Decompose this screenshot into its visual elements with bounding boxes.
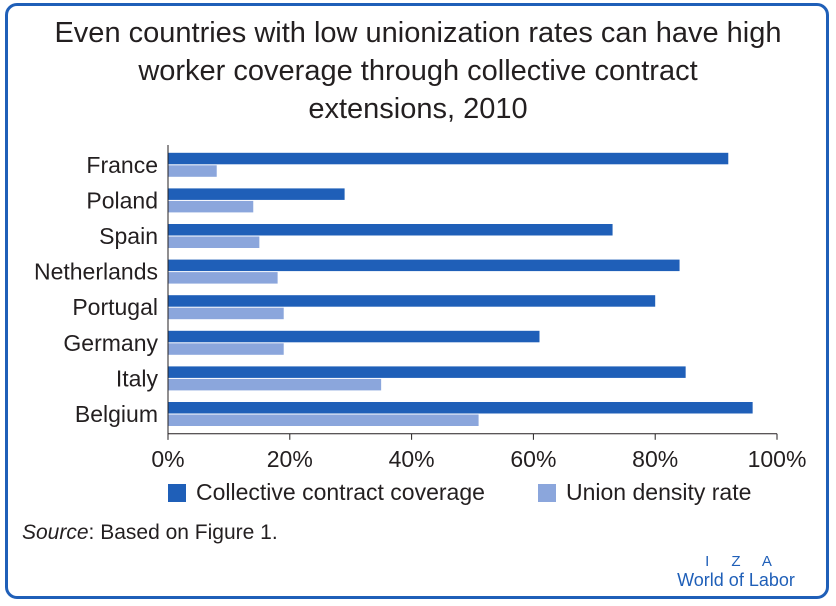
category-label-netherlands: Netherlands <box>34 259 158 285</box>
bar-density-poland <box>168 200 254 213</box>
iza-logo: I Z A World of Labor <box>666 553 806 591</box>
source-label: Source <box>22 521 89 544</box>
bar-coverage-belgium <box>168 402 753 414</box>
x-tick-label: 60% <box>510 446 556 472</box>
bar-density-portugal <box>168 307 284 320</box>
category-label-france: France <box>86 152 158 178</box>
chart-title: Even countries with low unionization rat… <box>0 14 836 128</box>
legend-label-coverage: Collective contract coverage <box>196 479 485 505</box>
bar-coverage-france <box>168 152 729 165</box>
source-text: : Based on Figure 1. <box>88 521 278 544</box>
legend-item-density: Union density rate <box>538 479 751 506</box>
bar-density-italy <box>168 378 382 391</box>
bar-density-spain <box>168 236 260 248</box>
bar-coverage-spain <box>168 224 613 236</box>
x-tick-label: 20% <box>267 446 313 472</box>
bar-density-netherlands <box>168 272 278 284</box>
legend-swatch-coverage <box>168 484 186 502</box>
legend-label-density: Union density rate <box>566 479 752 505</box>
source-note: Source: Based on Figure 1. <box>22 521 278 545</box>
bar-coverage-germany <box>168 330 540 343</box>
bar-density-germany <box>168 343 284 355</box>
category-label-belgium: Belgium <box>75 401 158 427</box>
bar-coverage-poland <box>168 188 345 200</box>
category-label-germany: Germany <box>63 330 158 356</box>
bar-coverage-portugal <box>168 295 656 307</box>
title-line-3: extensions, 2010 <box>308 93 528 125</box>
category-label-poland: Poland <box>86 187 158 213</box>
title-line-2: worker coverage through collective contr… <box>138 55 698 87</box>
bar-density-france <box>168 165 217 177</box>
title-line-1: Even countries with low unionization rat… <box>54 17 782 49</box>
legend-swatch-density <box>538 484 556 502</box>
x-tick-label: 80% <box>632 446 678 472</box>
category-label-italy: Italy <box>116 365 159 391</box>
x-tick-label: 40% <box>389 446 435 472</box>
logo-bottom-text: World of Labor <box>677 570 795 590</box>
x-tick-label: 0% <box>151 446 184 472</box>
logo-top-text: I Z A <box>705 553 781 570</box>
category-label-spain: Spain <box>99 223 158 249</box>
bar-coverage-netherlands <box>168 259 680 272</box>
legend-item-coverage: Collective contract coverage <box>168 479 485 506</box>
category-label-portugal: Portugal <box>72 294 158 320</box>
bar-density-belgium <box>168 414 479 426</box>
x-tick-label: 100% <box>748 446 807 472</box>
bar-coverage-italy <box>168 366 686 378</box>
